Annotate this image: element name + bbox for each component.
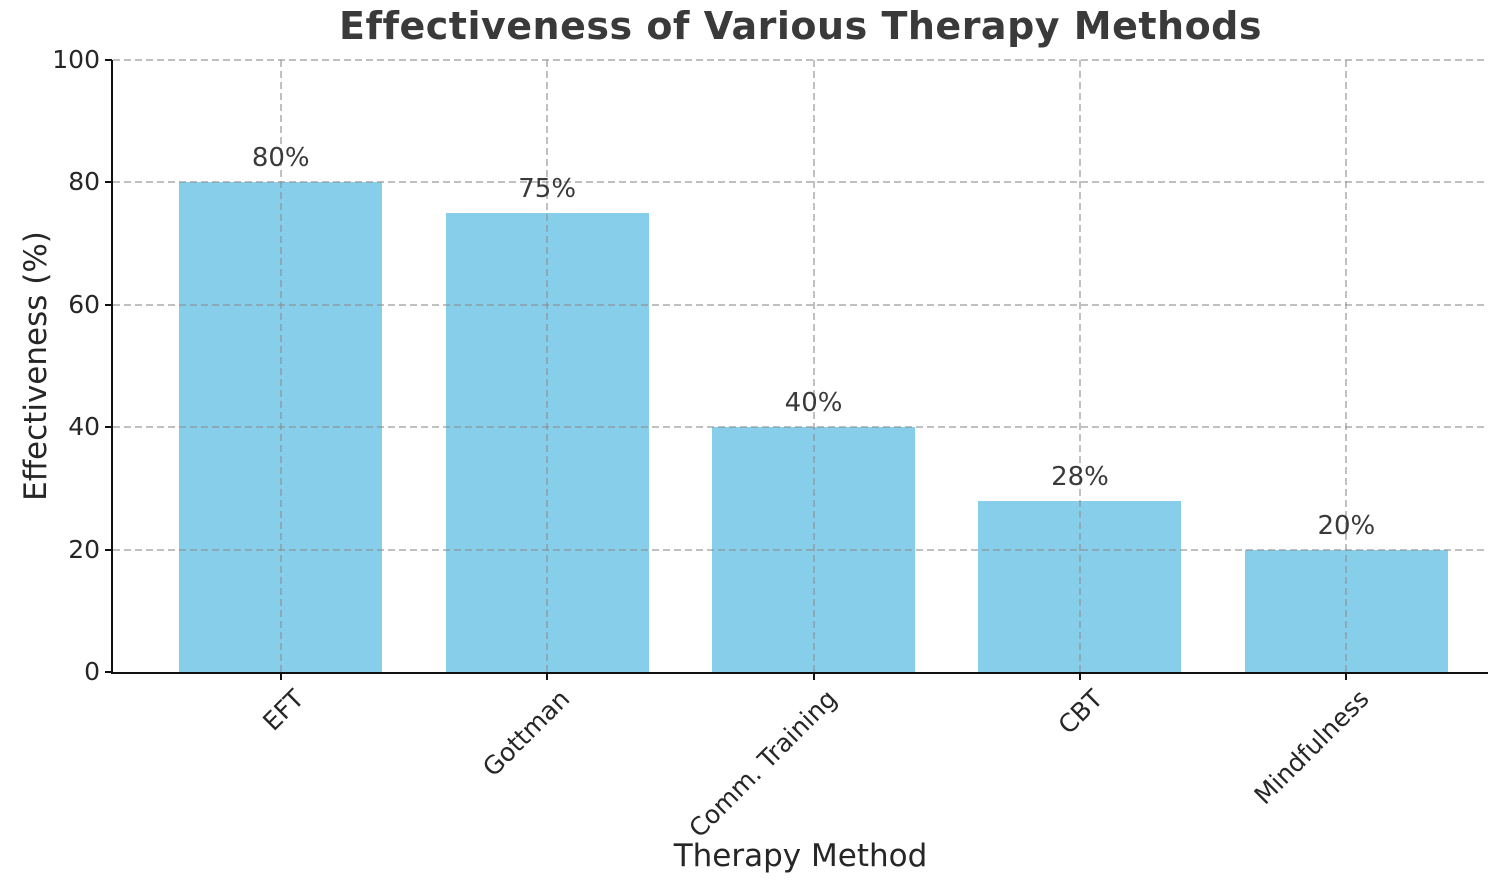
horizontal-gridline <box>113 548 1488 551</box>
x-tick-label: Gottman <box>477 684 576 783</box>
y-tick-label: 40 <box>68 412 100 442</box>
y-tick-label: 80 <box>68 167 100 197</box>
x-tick-mark <box>812 673 815 680</box>
bar-value-label: 20% <box>1317 510 1376 541</box>
x-tick-label: EFT <box>256 684 310 737</box>
y-tick-label: 20 <box>68 534 100 564</box>
y-tick-mark <box>105 548 112 551</box>
chart-title: Effectiveness of Various Therapy Methods <box>338 4 1263 48</box>
bar-value-label: 75% <box>518 174 577 204</box>
y-axis-spine <box>111 60 113 674</box>
y-tick-mark <box>105 59 112 61</box>
x-tick-mark <box>546 673 549 680</box>
x-axis-spine <box>111 672 1488 674</box>
bar-value-label: 40% <box>784 388 843 419</box>
y-tick-mark <box>105 303 112 306</box>
y-tick-mark <box>105 426 112 429</box>
horizontal-gridline <box>113 181 1488 184</box>
y-tick-mark <box>105 181 112 184</box>
vertical-gridline <box>1078 60 1081 672</box>
bar-value-label: 28% <box>1051 461 1109 492</box>
x-tick-mark <box>1078 673 1081 680</box>
x-axis-title: Therapy Method <box>673 838 928 874</box>
horizontal-gridline <box>113 303 1488 306</box>
x-tick-label: CBT <box>1052 684 1109 740</box>
y-tick-label: 0 <box>84 657 100 686</box>
y-tick-label: 60 <box>68 289 100 319</box>
horizontal-gridline <box>113 426 1488 429</box>
y-tick-label: 100 <box>52 45 100 74</box>
vertical-gridline <box>546 60 549 672</box>
vertical-gridline <box>1345 60 1348 672</box>
x-tick-label: Mindfulness <box>1248 684 1375 810</box>
horizontal-gridline <box>113 59 1488 61</box>
x-tick-label: Comm. Training <box>682 684 843 844</box>
x-tick-mark <box>279 673 282 680</box>
vertical-gridline <box>279 60 282 672</box>
x-tick-mark <box>1345 673 1348 680</box>
y-tick-mark <box>105 671 112 673</box>
bar-value-label: 80% <box>251 143 310 174</box>
vertical-gridline <box>812 60 815 672</box>
